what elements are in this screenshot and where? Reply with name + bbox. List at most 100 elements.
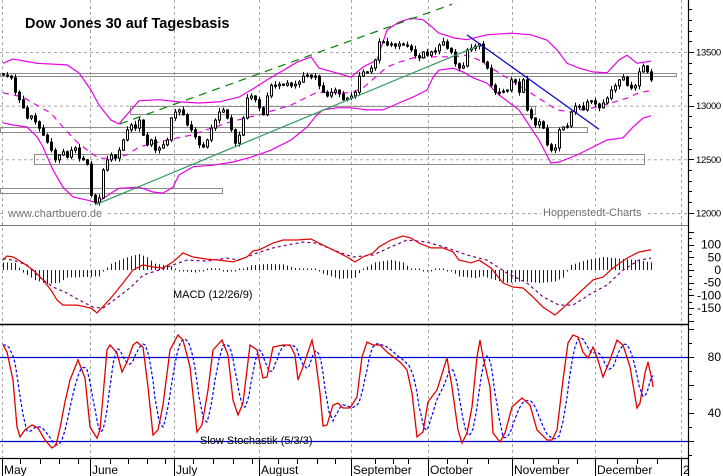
- month-label: August: [261, 463, 299, 476]
- candle-body-down: [54, 149, 57, 161]
- macd-axis-label: -150: [697, 301, 721, 315]
- candle-body-down: [182, 109, 185, 116]
- chart-labels: Dow Jones 30 auf Tagesbasis www.chartbue…: [6, 16, 645, 447]
- trendlines: [94, 3, 600, 206]
- candle-body-up: [294, 83, 297, 87]
- candle: [546, 124, 549, 147]
- candle: [166, 137, 169, 147]
- candle: [566, 123, 569, 129]
- candle-body-up: [246, 97, 249, 119]
- candle-body-down: [414, 49, 417, 57]
- candle: [526, 75, 529, 112]
- candle-body-up: [150, 139, 153, 146]
- candle-body-up: [122, 139, 125, 151]
- month-label: November: [514, 463, 569, 476]
- month-label: 2: [683, 463, 690, 476]
- candle-body-up: [206, 139, 209, 148]
- candle-body-up: [98, 197, 101, 203]
- candle-body-down: [90, 163, 93, 196]
- candle-body-up: [562, 126, 565, 131]
- candle-body-down: [198, 136, 201, 146]
- month-label: May: [4, 463, 27, 476]
- candle: [26, 105, 29, 120]
- candle-body-down: [630, 84, 633, 89]
- candle-body-up: [382, 41, 385, 44]
- candle: [114, 154, 117, 162]
- candle: [534, 117, 537, 128]
- candle-body-up: [606, 97, 609, 104]
- candle-body-down: [458, 63, 461, 69]
- bollinger-upper-line: [2, 17, 652, 125]
- candle: [318, 74, 321, 90]
- candle: [110, 152, 113, 162]
- candle-body-up: [586, 101, 589, 111]
- macd-axis-label: -50: [704, 276, 722, 290]
- candle: [378, 38, 381, 64]
- candle-body-down: [78, 147, 81, 159]
- candle: [90, 161, 93, 198]
- stochastic-d-line: [3, 337, 654, 446]
- candle: [266, 92, 269, 117]
- candle-body-up: [362, 71, 365, 77]
- candle: [158, 146, 161, 154]
- candle: [210, 124, 213, 143]
- month-label: July: [176, 463, 197, 476]
- candle-body-down: [258, 99, 261, 109]
- price-axis-label: 12000: [696, 208, 721, 219]
- candle-body-down: [226, 109, 229, 119]
- candle-body-up: [354, 91, 357, 97]
- candle: [430, 50, 433, 58]
- month-label: December: [597, 463, 652, 476]
- candle: [438, 43, 441, 55]
- candle: [238, 131, 241, 147]
- candle: [374, 58, 377, 71]
- macd-panel: [2, 235, 652, 316]
- candle-body-up: [118, 149, 121, 159]
- candle-body-up: [574, 105, 577, 113]
- candle-body-up: [370, 67, 373, 73]
- candle: [278, 81, 281, 90]
- candle-body-down: [454, 51, 457, 65]
- candle-body-down: [262, 107, 265, 116]
- candle-body-up: [334, 89, 337, 93]
- candle: [294, 80, 297, 89]
- candle: [618, 79, 621, 90]
- candle-body-up: [302, 75, 305, 83]
- candle: [190, 120, 193, 132]
- candle: [358, 72, 361, 96]
- candle: [34, 112, 37, 125]
- candle: [246, 94, 249, 120]
- candle: [390, 41, 393, 48]
- candle: [586, 99, 589, 112]
- candle: [610, 86, 613, 101]
- candle-body-up: [434, 50, 437, 53]
- candle: [602, 99, 605, 109]
- candle: [226, 109, 229, 120]
- candle-body-up: [590, 100, 593, 103]
- candle: [538, 118, 541, 129]
- candle: [302, 72, 305, 83]
- candle: [162, 140, 165, 149]
- candle-body-down: [230, 117, 233, 131]
- candle-body-down: [594, 100, 597, 105]
- candle-body-up: [174, 111, 177, 119]
- candle-body-up: [306, 74, 309, 77]
- candle-body-up: [510, 79, 513, 91]
- candle: [118, 147, 121, 162]
- candle: [362, 69, 365, 78]
- candle-body-down: [338, 89, 341, 95]
- candle-body-up: [578, 105, 581, 108]
- candle-body-up: [30, 115, 33, 119]
- macd-line: [2, 235, 652, 316]
- candle: [262, 106, 265, 116]
- candle: [490, 64, 493, 88]
- candle: [282, 83, 285, 87]
- candle-body-down: [82, 157, 85, 161]
- candle-body-down: [26, 107, 29, 119]
- candle-body-down: [494, 84, 497, 93]
- candle-body-down: [518, 81, 521, 93]
- candle: [634, 83, 637, 91]
- candle-body-down: [318, 75, 321, 87]
- candle: [2, 73, 5, 76]
